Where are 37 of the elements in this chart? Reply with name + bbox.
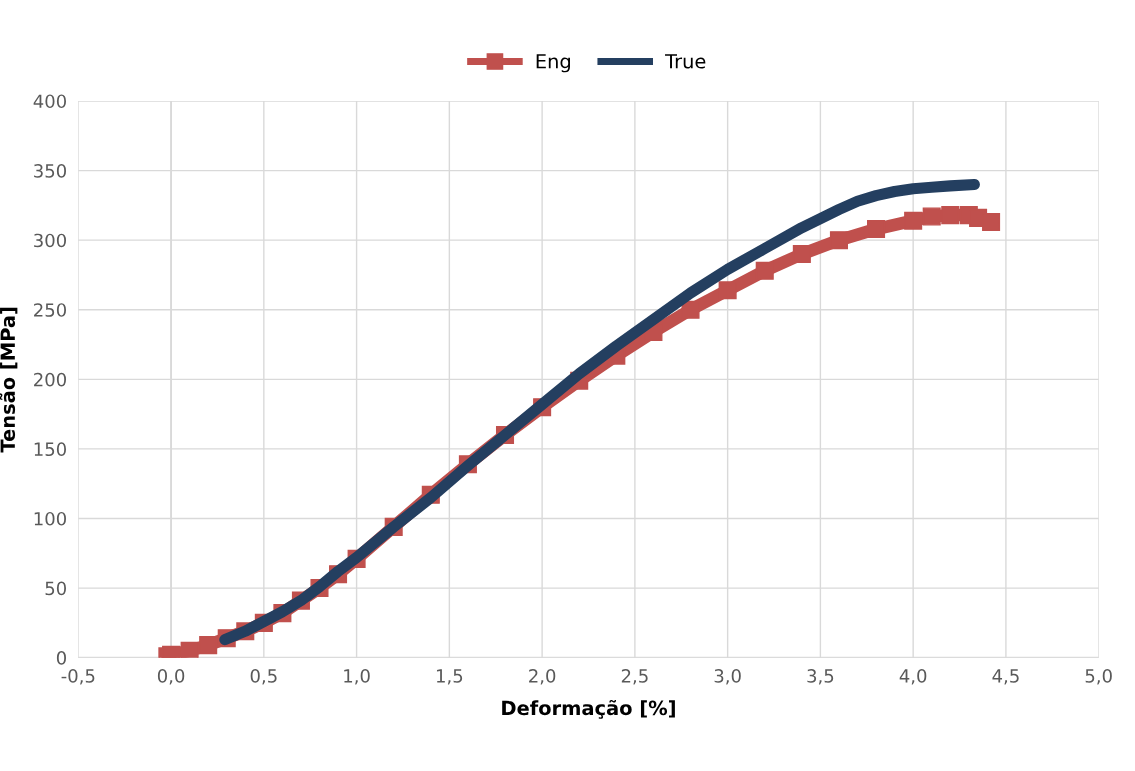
point xyxy=(982,213,1001,232)
x-tick-label: -0,5 xyxy=(61,669,95,685)
legend-label: Eng xyxy=(536,54,570,73)
y-tick-label: 400 xyxy=(33,94,66,109)
x-tick-label: 2,5 xyxy=(621,669,648,685)
x-tick-label: 1,0 xyxy=(344,669,370,685)
x-tick-label: 4,0 xyxy=(899,669,927,685)
x-tick-label: 0,5 xyxy=(250,669,277,685)
x-tick-label: 2,0 xyxy=(529,669,556,685)
legend-label: True xyxy=(665,54,706,69)
point xyxy=(867,220,886,239)
point xyxy=(755,261,774,280)
y-tick-label: 250 xyxy=(34,303,66,317)
point xyxy=(941,206,960,225)
y-tick-label: 350 xyxy=(34,164,66,178)
point xyxy=(718,281,737,300)
point xyxy=(199,636,218,655)
point xyxy=(922,207,941,226)
y-tick-label: 300 xyxy=(34,233,66,248)
x-tick-label: 5,0 xyxy=(1085,669,1112,685)
x-axis-title: Deformação [%] xyxy=(502,699,675,719)
x-tick-label: 3,5 xyxy=(807,669,834,685)
x-tick-label: 4,5 xyxy=(992,669,1019,685)
y-tick-label: 50 xyxy=(45,581,66,596)
x-tick-label: 1,5 xyxy=(436,669,463,685)
x-tick-label: 3,0 xyxy=(714,669,741,685)
point xyxy=(792,245,811,264)
point xyxy=(904,211,923,230)
point xyxy=(180,641,199,658)
y-axis-title: Tensão [MPa] xyxy=(0,307,18,453)
y-tick-label: 150 xyxy=(34,442,66,457)
point xyxy=(829,231,848,250)
y-tick-label: 100 xyxy=(34,511,66,526)
point xyxy=(681,300,700,319)
y-tick-label: 0 xyxy=(56,651,66,665)
y-tick-label: 200 xyxy=(34,372,66,387)
x-tick-label: 0,0 xyxy=(157,669,185,685)
